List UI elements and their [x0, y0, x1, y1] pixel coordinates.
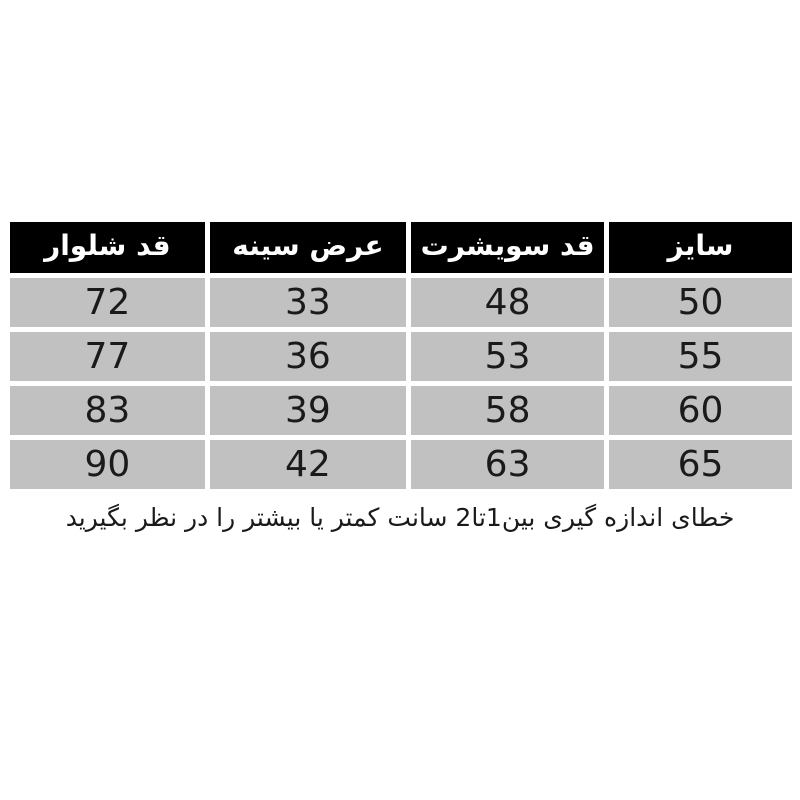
cell-row0-sweatshirt-length: 48 [411, 278, 604, 327]
measurement-tolerance-note: خطای اندازه گیری بین1تا2 سانت کمتر یا بی… [65, 503, 735, 532]
cell-row3-size: 65 [608, 440, 792, 489]
cell-row2-size: 60 [608, 386, 792, 435]
cell-row2-chest-width: 39 [209, 386, 407, 435]
size-chart-grid: سایز قد سویشرت عرض سینه قد شلوار 50 48 3… [10, 222, 792, 489]
cell-row2-pants-length: 83 [10, 386, 205, 435]
cell-row3-pants-length: 90 [10, 440, 205, 489]
cell-row0-pants-length: 72 [10, 278, 205, 327]
cell-row0-chest-width: 33 [209, 278, 407, 327]
header-cell-size: سایز [608, 222, 792, 273]
cell-row3-sweatshirt-length: 63 [411, 440, 604, 489]
header-cell-pants-length: قد شلوار [10, 222, 205, 273]
cell-row1-pants-length: 77 [10, 332, 205, 381]
header-cell-chest-width: عرض سینه [209, 222, 407, 273]
size-chart-table: سایز قد سویشرت عرض سینه قد شلوار 50 48 3… [10, 222, 792, 489]
cell-row1-size: 55 [608, 332, 792, 381]
cell-row3-chest-width: 42 [209, 440, 407, 489]
cell-row1-chest-width: 36 [209, 332, 407, 381]
header-cell-sweatshirt-length: قد سویشرت [411, 222, 604, 273]
cell-row2-sweatshirt-length: 58 [411, 386, 604, 435]
cell-row1-sweatshirt-length: 53 [411, 332, 604, 381]
cell-row0-size: 50 [608, 278, 792, 327]
